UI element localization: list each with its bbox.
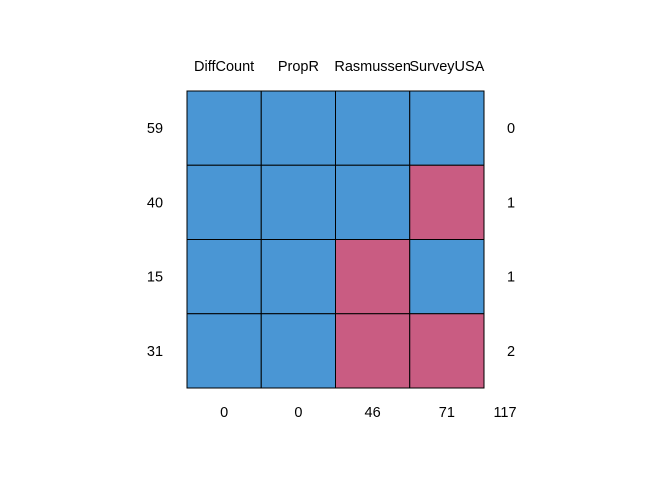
- row-count-label: 40: [147, 195, 163, 211]
- row-count-label: 31: [147, 344, 163, 360]
- observed-cell: [260, 313, 336, 389]
- row-missing-label: 2: [507, 344, 515, 360]
- column-missing-labels: 0 0 46 71: [220, 405, 455, 421]
- column-missing-label: 71: [439, 405, 455, 421]
- column-header: DiffCount: [194, 59, 254, 75]
- row-missing-label: 1: [507, 270, 515, 286]
- missing-cell: [335, 313, 411, 389]
- missing-cell: [409, 164, 485, 240]
- observed-cell: [186, 90, 262, 166]
- column-missing-label: 0: [294, 405, 302, 421]
- observed-cell: [186, 239, 262, 315]
- observed-cell: [186, 313, 262, 389]
- missing-cell: [335, 239, 411, 315]
- column-missing-label: 0: [220, 405, 228, 421]
- row-count-label: 15: [147, 270, 163, 286]
- row-count-label: 59: [147, 121, 163, 137]
- observed-cell: [335, 90, 411, 166]
- row-missing-label: 0: [507, 121, 515, 137]
- observed-cell: [260, 90, 336, 166]
- observed-cell: [186, 164, 262, 240]
- missing-cell: [409, 313, 485, 389]
- pattern-cells: [186, 90, 485, 389]
- column-header: Rasmussen: [334, 59, 411, 75]
- column-header: SurveyUSA: [409, 59, 484, 75]
- observed-cell: [260, 239, 336, 315]
- row-count-labels: 59 40 15 31: [147, 121, 163, 360]
- column-missing-label: 46: [365, 405, 381, 421]
- column-header: PropR: [278, 59, 319, 75]
- row-missing-labels: 0 1 1 2: [507, 121, 515, 360]
- observed-cell: [409, 90, 485, 166]
- observed-cell: [335, 164, 411, 240]
- observed-cell: [409, 239, 485, 315]
- observed-cell: [260, 164, 336, 240]
- total-missing-label: 117: [493, 405, 516, 421]
- row-missing-label: 1: [507, 195, 515, 211]
